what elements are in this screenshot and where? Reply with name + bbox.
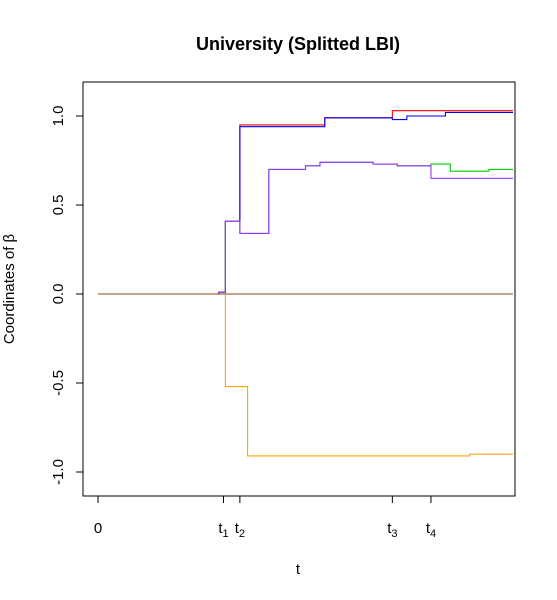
y-axis-label: Coordinates of β (1, 233, 18, 344)
x-tick-label: t3 (387, 520, 397, 540)
x-axis-label: t (296, 561, 301, 578)
series-line (98, 110, 513, 295)
y-axis: 1.0 0.5 0.0 -0.5 -1.0 (50, 106, 84, 485)
chart-title: University (Splitted LBI) (196, 34, 400, 54)
x-tick-label: t2 (235, 520, 245, 540)
y-tick-label: 1.0 (50, 106, 67, 127)
x-tick-label: t4 (426, 520, 436, 540)
y-tick-label: 0.5 (50, 195, 67, 216)
y-tick-label: 0.0 (50, 284, 67, 305)
y-tick-label: -1.0 (50, 459, 67, 485)
series-line (98, 161, 513, 295)
x-tick-label: 0 (94, 520, 102, 537)
series-line (98, 111, 513, 295)
x-axis: 0 t1 t2 t3 t4 (94, 495, 513, 540)
series-layer (98, 110, 513, 457)
x-tick-label: t1 (218, 520, 228, 540)
series-line (98, 293, 513, 457)
y-tick-label: -0.5 (50, 370, 67, 396)
series-line (98, 161, 513, 295)
plot-area (82, 81, 516, 497)
